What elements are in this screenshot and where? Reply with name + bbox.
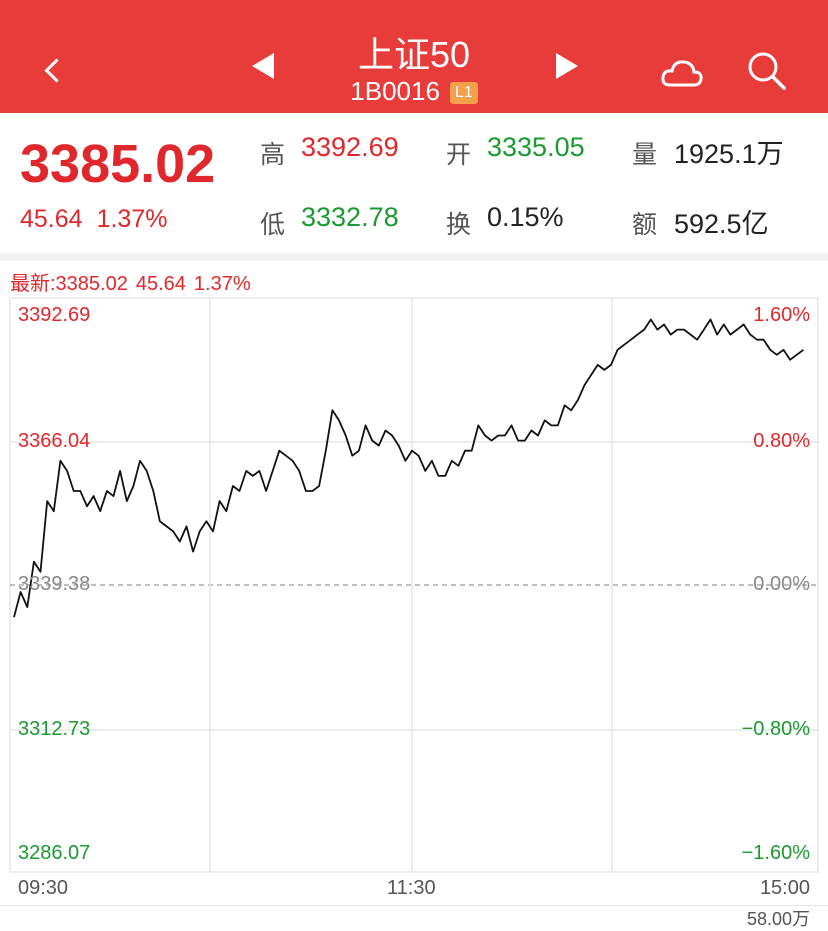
change-amount: 45.64 (20, 205, 83, 233)
y-tick-label-right: −0.80% (741, 718, 810, 740)
x-tick-label: 15:00 (759, 877, 810, 899)
security-code-row: 1B0016 L1 (0, 76, 828, 107)
page-title: 上证50 (357, 34, 471, 75)
high-label: 高 (260, 141, 286, 169)
low-value: 3332.78 (301, 202, 399, 232)
level-badge: L1 (449, 82, 478, 104)
price-line (13, 318, 804, 618)
amount-label: 额 (632, 211, 658, 239)
x-tick-label: 09:30 (18, 877, 69, 899)
y-tick-label-right: 0.00% (753, 573, 810, 595)
prev-arrow-icon[interactable] (252, 53, 274, 79)
x-tick-label: 11:30 (387, 877, 436, 899)
latest-change: 45.64 (135, 273, 186, 295)
change-percent: 1.37% (96, 205, 168, 233)
price-change: 45.64 1.37% (20, 205, 181, 234)
y-tick-label-right: −1.60% (741, 842, 810, 864)
header-bar: 上证50 1B0016 L1 (0, 0, 828, 113)
quote-panel: 3385.02 45.64 1.37% 高 3392.69 开 3335.05 量… (0, 113, 828, 253)
section-divider (0, 253, 828, 261)
intraday-chart[interactable] (0, 290, 828, 880)
current-price: 3385.02 (20, 134, 216, 194)
search-icon[interactable] (744, 48, 788, 92)
y-tick-label-left: 3392.69 (18, 304, 91, 326)
volume-value: 1925.1万 (674, 139, 784, 169)
latest-quote-line: 最新:3385.02 45.64 1.37% (10, 267, 259, 296)
y-tick-label-right: 0.80% (753, 430, 810, 452)
open-label: 开 (446, 141, 472, 169)
amount-value: 592.5亿 (674, 209, 769, 239)
latest-price: 最新:3385.02 (10, 273, 128, 295)
volume-label: 量 (632, 141, 658, 169)
high-value: 3392.69 (301, 132, 399, 162)
turnover-value: 0.15% (487, 202, 564, 232)
low-label: 低 (260, 211, 286, 239)
cloud-icon[interactable] (660, 55, 704, 91)
volume-max-label: 58.00万 (746, 909, 810, 929)
latest-change-percent: 1.37% (193, 273, 251, 295)
next-arrow-icon[interactable] (556, 53, 578, 79)
y-tick-label-left: 3312.73 (18, 718, 91, 740)
y-tick-label-left: 3339.38 (18, 573, 91, 595)
turnover-label: 换 (446, 211, 472, 239)
y-tick-label-left: 3366.04 (18, 430, 91, 452)
volume-panel-top (0, 905, 828, 923)
open-value: 3335.05 (487, 132, 585, 162)
security-code: 1B0016 (350, 76, 440, 106)
y-tick-label-right: 1.60% (753, 304, 810, 326)
y-tick-label-left: 3286.07 (18, 842, 91, 864)
